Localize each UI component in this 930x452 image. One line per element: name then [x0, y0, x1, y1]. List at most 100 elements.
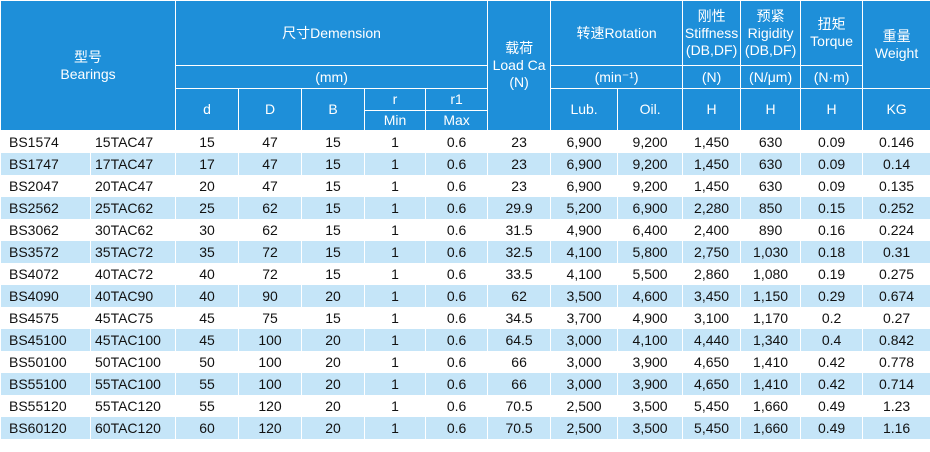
- table-cell: 0.6: [425, 395, 489, 417]
- table-cell: 62: [238, 197, 303, 219]
- table-cell: 0.18: [800, 241, 864, 263]
- table-cell: 35TAC72: [89, 241, 177, 263]
- header-cell: KG: [862, 88, 930, 131]
- header-cell: (mm): [175, 65, 489, 89]
- table-cell: 1: [364, 219, 427, 241]
- table-cell: 0.6: [425, 175, 489, 197]
- header-line: 载荷: [505, 40, 534, 56]
- table-cell: 5,200: [550, 197, 619, 219]
- table-cell: 4,650: [682, 351, 742, 373]
- table-cell: 120: [238, 395, 303, 417]
- table-cell: 20: [301, 395, 366, 417]
- table-cell: 1: [364, 241, 427, 263]
- table-cell: 15: [301, 130, 366, 153]
- table-cell: 2,500: [550, 395, 619, 417]
- header-cell: Max: [425, 110, 489, 131]
- header-line: Bearings: [60, 65, 116, 82]
- table-cell: 9,200: [617, 130, 684, 153]
- header-line: (N): [509, 74, 529, 90]
- table-row: BS4072 40TAC72 40 72 15 1 0.6 33.5 4,100 5,500 2,8…: [0, 263, 930, 285]
- table-row: BS50100 50TAC100 50 100 20 1 0.6 66 3,000 3,900 4,…: [0, 351, 930, 373]
- table-cell: 9,200: [617, 153, 684, 175]
- table-cell: 1: [364, 329, 427, 351]
- table-row: BS4575 45TAC75 45 75 15 1 0.6 34.5 3,700 4,900 3,1…: [0, 307, 930, 329]
- table-cell: 4,440: [682, 329, 742, 351]
- table-cell: 55TAC120: [89, 395, 177, 417]
- table-cell: BS55120: [0, 395, 91, 417]
- table-cell: 0.14: [862, 153, 930, 175]
- header-cell: (N/μm): [740, 65, 802, 89]
- header-cell: r: [364, 88, 427, 111]
- header-cell: B: [301, 88, 366, 131]
- table-cell: 2,500: [550, 417, 619, 439]
- table-cell: 1: [364, 307, 427, 329]
- table-cell: 0.09: [800, 153, 864, 175]
- table-cell: 1,080: [740, 263, 802, 285]
- table-cell: 60: [175, 417, 240, 439]
- table-row: BS45100 45TAC100 45 100 20 1 0.6 64.5 3,000 4,100…: [0, 329, 930, 351]
- table-cell: 23: [487, 175, 552, 197]
- table-cell: 0.6: [425, 373, 489, 395]
- table-cell: 630: [740, 153, 802, 175]
- table-cell: 890: [740, 219, 802, 241]
- table-cell: 4,650: [682, 373, 742, 395]
- table-cell: 3,900: [617, 351, 684, 373]
- table-cell: 15: [175, 130, 240, 153]
- header-line: Rigidity: [747, 24, 794, 41]
- table-cell: 4,100: [617, 329, 684, 351]
- table-row: BS55120 55TAC120 55 120 20 1 0.6 70.5 2,500 3,500…: [0, 395, 930, 417]
- table-cell: 0.6: [425, 417, 489, 439]
- table-cell: 25: [175, 197, 240, 219]
- table-cell: 15: [301, 307, 366, 329]
- table-cell: BS2562: [0, 197, 91, 219]
- table-cell: 75: [238, 307, 303, 329]
- table-cell: 3,000: [550, 373, 619, 395]
- table-cell: 40TAC90: [89, 285, 177, 307]
- table-cell: 2,860: [682, 263, 742, 285]
- header-cell: 转速Rotation: [550, 0, 684, 66]
- table-cell: 0.6: [425, 130, 489, 153]
- header-cell: (N·m): [800, 65, 864, 89]
- header-cell: 载荷 Load Ca (N): [487, 0, 552, 131]
- table-cell: 850: [740, 197, 802, 219]
- table-cell: 25TAC62: [89, 197, 177, 219]
- table-cell: 72: [238, 241, 303, 263]
- table-cell: 55: [175, 373, 240, 395]
- table-cell: 0.674: [862, 285, 930, 307]
- table-cell: 47: [238, 130, 303, 153]
- table-cell: 3,100: [682, 307, 742, 329]
- table-row: BS4090 40TAC90 40 90 20 1 0.6 62 3,500 4,600 3,450…: [0, 285, 930, 307]
- table-cell: 5,800: [617, 241, 684, 263]
- table-cell: 6,900: [550, 130, 619, 153]
- table-cell: 1,340: [740, 329, 802, 351]
- header-cell: r1: [425, 88, 489, 111]
- table-cell: 34.5: [487, 307, 552, 329]
- table-cell: 20: [301, 351, 366, 373]
- table-cell: 64.5: [487, 329, 552, 351]
- table-cell: 0.09: [800, 130, 864, 153]
- table-cell: 1,660: [740, 417, 802, 439]
- table-cell: 62: [487, 285, 552, 307]
- header-cell: (min⁻¹): [550, 65, 684, 89]
- table-cell: 2,400: [682, 219, 742, 241]
- table-cell: 1: [364, 197, 427, 219]
- table-cell: BS1574: [0, 130, 91, 153]
- table-cell: 23: [487, 153, 552, 175]
- table-cell: 0.6: [425, 285, 489, 307]
- table-cell: 62: [238, 219, 303, 241]
- table-cell: 1,410: [740, 373, 802, 395]
- bearing-table: 型号 Bearings 尺寸Demension 载荷 Load Ca (N) 转速Rotat…: [0, 0, 930, 439]
- table-cell: 0.842: [862, 329, 930, 351]
- table-cell: 4,900: [550, 219, 619, 241]
- header-row: (mm) (min⁻¹) (N) (N/μm) (N·m): [1, 65, 930, 89]
- table-cell: 0.275: [862, 263, 930, 285]
- table-cell: 5,450: [682, 417, 742, 439]
- header-cell: 重量 Weight: [862, 0, 930, 89]
- header-cell: d: [175, 88, 240, 131]
- table-cell: 55TAC100: [89, 373, 177, 395]
- table-cell: 1: [364, 373, 427, 395]
- table-cell: 6,900: [550, 153, 619, 175]
- table-cell: 0.4: [800, 329, 864, 351]
